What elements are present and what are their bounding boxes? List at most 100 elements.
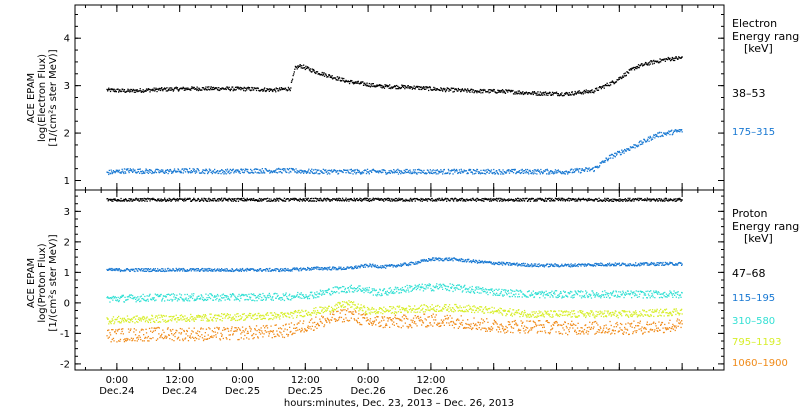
data-point bbox=[394, 292, 396, 294]
data-point bbox=[365, 169, 367, 171]
data-point bbox=[490, 261, 493, 263]
data-point bbox=[400, 170, 402, 172]
data-point bbox=[267, 294, 269, 296]
data-point bbox=[462, 200, 464, 202]
data-point bbox=[579, 91, 582, 93]
data-point bbox=[237, 200, 240, 202]
data-point bbox=[595, 262, 597, 265]
data-point bbox=[553, 264, 555, 266]
data-point bbox=[412, 87, 415, 89]
data-point bbox=[592, 200, 594, 202]
data-point bbox=[388, 199, 390, 201]
data-point bbox=[432, 88, 434, 91]
data-point bbox=[246, 197, 248, 200]
data-point bbox=[514, 199, 516, 202]
data-point bbox=[303, 295, 305, 297]
data-point bbox=[574, 171, 576, 173]
data-point bbox=[488, 172, 490, 174]
data-point bbox=[405, 264, 408, 266]
data-point bbox=[551, 170, 554, 173]
data-point bbox=[630, 199, 632, 201]
data-point bbox=[649, 137, 651, 139]
data-point bbox=[380, 84, 383, 87]
data-point bbox=[518, 199, 520, 201]
data-point bbox=[312, 295, 314, 297]
data-point bbox=[203, 169, 205, 171]
data-point bbox=[258, 270, 260, 272]
data-point bbox=[446, 89, 448, 91]
data-point bbox=[282, 199, 284, 201]
data-point bbox=[510, 170, 512, 173]
data-point bbox=[604, 200, 607, 202]
data-point bbox=[208, 86, 210, 88]
data-point bbox=[350, 284, 352, 286]
data-point bbox=[187, 300, 189, 302]
data-point bbox=[501, 173, 504, 175]
data-point bbox=[569, 264, 571, 266]
data-point bbox=[276, 172, 279, 174]
data-point bbox=[322, 73, 324, 75]
data-point bbox=[380, 295, 382, 297]
data-point bbox=[203, 299, 205, 301]
data-point bbox=[633, 264, 635, 266]
data-point bbox=[312, 266, 315, 269]
data-point bbox=[276, 88, 279, 90]
data-point bbox=[425, 199, 427, 201]
data-point bbox=[279, 270, 281, 273]
data-point bbox=[412, 169, 415, 171]
data-point bbox=[534, 265, 536, 267]
data-point bbox=[125, 172, 127, 174]
data-point bbox=[522, 170, 524, 172]
data-point bbox=[465, 170, 468, 172]
data-point bbox=[649, 135, 651, 138]
data-point bbox=[198, 170, 200, 172]
data-point bbox=[399, 265, 401, 267]
data-point bbox=[629, 197, 631, 199]
data-point bbox=[653, 198, 655, 201]
data-point bbox=[262, 172, 264, 174]
data-point bbox=[253, 172, 255, 174]
data-point bbox=[391, 200, 394, 202]
data-point bbox=[172, 172, 174, 174]
data-point bbox=[507, 169, 509, 171]
data-point bbox=[265, 168, 267, 170]
data-point bbox=[290, 171, 292, 173]
data-point bbox=[300, 293, 302, 296]
data-point bbox=[162, 268, 164, 270]
data-point bbox=[155, 87, 157, 89]
data-point bbox=[265, 90, 267, 92]
data-point bbox=[501, 294, 504, 296]
data-point bbox=[619, 152, 621, 154]
data-point bbox=[439, 89, 441, 92]
data-point bbox=[551, 172, 553, 174]
data-point bbox=[371, 171, 373, 173]
data-point bbox=[129, 90, 131, 92]
data-point bbox=[214, 296, 216, 298]
data-point bbox=[329, 76, 331, 78]
data-point bbox=[161, 270, 163, 272]
data-point bbox=[518, 171, 520, 173]
data-point bbox=[300, 67, 302, 69]
data-point bbox=[181, 198, 183, 200]
data-point bbox=[615, 265, 617, 267]
data-point bbox=[458, 169, 461, 171]
data-point bbox=[502, 295, 504, 297]
data-point bbox=[261, 88, 263, 91]
data-point bbox=[610, 264, 612, 267]
data-point bbox=[652, 199, 654, 201]
data-point bbox=[493, 199, 495, 202]
data-point bbox=[407, 171, 409, 173]
y-tick-label: 2 bbox=[64, 237, 70, 248]
data-point bbox=[282, 293, 284, 295]
data-point bbox=[401, 84, 403, 86]
data-point bbox=[179, 269, 181, 271]
data-point bbox=[343, 77, 345, 80]
data-point bbox=[248, 269, 250, 271]
data-point bbox=[159, 199, 162, 201]
data-point bbox=[427, 260, 429, 262]
data-point bbox=[419, 286, 422, 289]
data-point bbox=[148, 198, 151, 200]
data-point bbox=[179, 293, 181, 295]
data-point bbox=[401, 198, 403, 201]
data-point bbox=[518, 264, 520, 266]
